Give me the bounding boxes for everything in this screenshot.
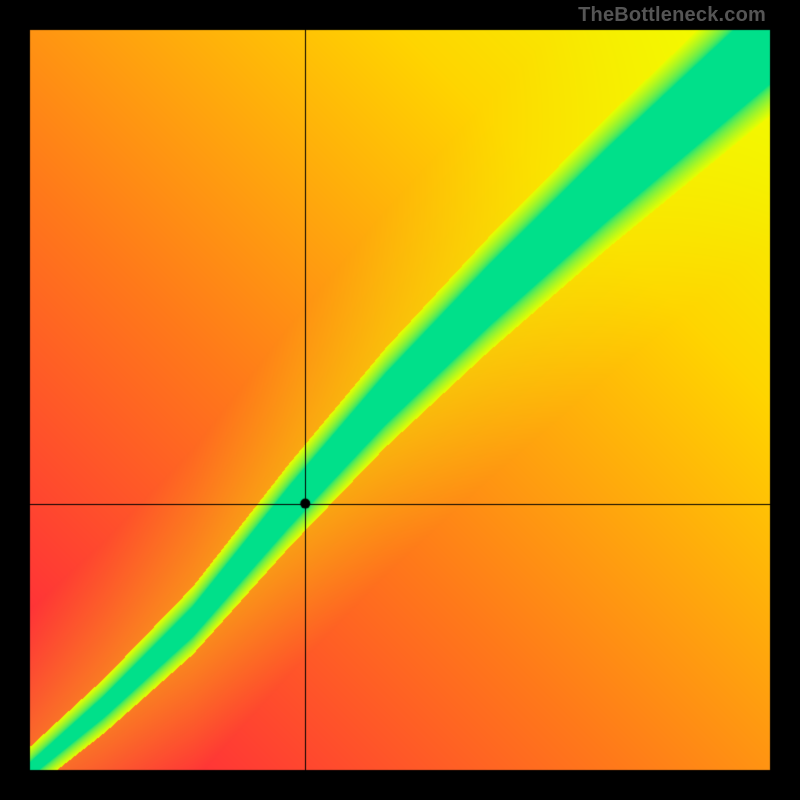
chart-frame: TheBottleneck.com [0, 0, 800, 800]
watermark-text: TheBottleneck.com [578, 4, 766, 27]
heatmap-canvas [0, 0, 800, 800]
